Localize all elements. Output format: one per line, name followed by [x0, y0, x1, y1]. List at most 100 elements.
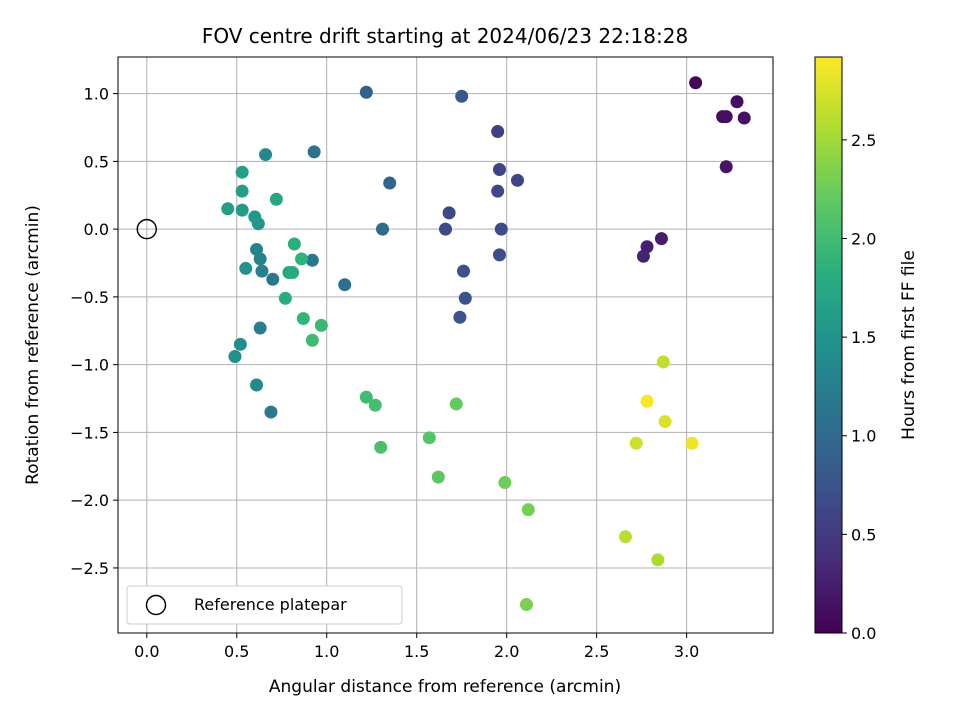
data-point	[519, 598, 533, 612]
y-tick-label: −2.5	[70, 559, 109, 578]
data-point	[255, 264, 269, 278]
legend-box	[126, 585, 403, 625]
data-point	[654, 232, 668, 246]
colorbar-tick-label: 0.5	[851, 525, 876, 544]
data-point	[359, 85, 373, 99]
data-point	[383, 176, 397, 190]
y-tick-label: −1.5	[70, 423, 109, 442]
data-point	[235, 165, 249, 179]
data-point	[719, 160, 733, 174]
y-tick-label: 1.0	[84, 85, 109, 104]
x-tick-label: 0.0	[134, 642, 159, 661]
legend-label: Reference platepar	[194, 595, 347, 614]
grid	[118, 57, 773, 633]
data-point	[264, 405, 278, 419]
colorbar-ticks: 0.0 0.5 1.0 1.5 2.0 2.5	[842, 131, 876, 643]
data-point	[431, 470, 445, 484]
data-point	[248, 210, 262, 224]
data-point	[455, 89, 469, 103]
data-point	[618, 530, 632, 544]
data-point	[296, 312, 310, 326]
data-point	[719, 110, 733, 124]
colorbar-label: Hours from first FF file	[899, 250, 919, 440]
data-point	[492, 162, 506, 176]
data-point	[498, 476, 512, 490]
y-tick-label: 0.0	[84, 220, 109, 239]
data-point	[640, 394, 654, 408]
data-point	[221, 202, 235, 216]
data-point	[235, 184, 249, 198]
legend-marker-icon	[145, 594, 167, 616]
y-tick-label: −2.0	[70, 491, 109, 510]
x-tick-label: 2.5	[584, 642, 609, 661]
colorbar-gradient	[814, 56, 843, 634]
reference-marker-layer	[136, 218, 157, 240]
data-point	[376, 222, 390, 236]
data-point	[233, 337, 247, 351]
data-point	[491, 125, 505, 139]
data-point	[314, 318, 328, 332]
scatter-points	[221, 76, 751, 612]
plot-frame	[117, 56, 774, 634]
data-point	[278, 291, 292, 305]
y-tick-label: 0.5	[84, 152, 109, 171]
legend: Reference platepar	[126, 585, 403, 625]
reference-platepar-marker	[136, 218, 157, 240]
colorbar-tick-label: 1.0	[851, 427, 876, 446]
data-point	[453, 310, 467, 324]
data-point	[442, 206, 456, 220]
data-point	[492, 248, 506, 262]
colorbar-tick-label: 1.5	[851, 328, 876, 347]
data-point	[286, 265, 300, 279]
x-tick-label: 2.0	[494, 642, 519, 661]
chart-title: FOV centre drift starting at 2024/06/23 …	[202, 24, 688, 48]
data-point	[250, 378, 264, 392]
data-point	[287, 237, 301, 251]
colorbar-tick-label: 0.0	[851, 624, 876, 643]
colorbar-tick-label: 2.0	[851, 229, 876, 248]
data-point	[235, 203, 249, 217]
data-point	[250, 242, 264, 256]
data-point	[651, 553, 665, 567]
data-point	[439, 222, 452, 236]
data-point	[521, 503, 535, 517]
data-point	[307, 145, 321, 159]
x-tick-label: 1.5	[404, 642, 429, 661]
data-point	[658, 415, 672, 429]
data-point	[338, 278, 352, 292]
y-tick-label: −1.0	[70, 356, 109, 375]
x-axis-ticks: 0.0 0.5 1.0 1.5 2.0 2.5 3.0	[134, 633, 699, 661]
data-point	[494, 222, 508, 236]
data-point	[458, 291, 472, 305]
x-tick-label: 0.5	[224, 642, 249, 661]
data-point	[305, 333, 319, 347]
data-point	[636, 249, 650, 263]
y-axis-label: Rotation from reference (arcmin)	[23, 205, 43, 485]
data-point	[253, 321, 267, 335]
data-point	[449, 397, 463, 411]
data-point	[374, 440, 388, 454]
data-point	[359, 390, 373, 404]
y-tick-label: −0.5	[70, 288, 109, 307]
data-point	[259, 148, 273, 162]
data-point	[266, 272, 280, 286]
data-point	[368, 398, 382, 412]
data-point	[730, 95, 744, 109]
data-point	[239, 261, 253, 275]
x-tick-label: 1.0	[314, 642, 339, 661]
data-point	[491, 184, 505, 198]
colorbar: 0.0 0.5 1.0 1.5 2.0 2.5 Hours from first FF f…	[814, 56, 919, 643]
data-point	[656, 355, 670, 369]
data-point	[685, 436, 699, 450]
data-point	[228, 350, 242, 364]
data-point	[510, 173, 524, 187]
data-point	[295, 252, 309, 266]
data-point	[456, 264, 470, 278]
y-axis-ticks: 1.0 0.5 0.0 −0.5 −1.0 −1.5 −2.0 −2.5	[70, 85, 118, 578]
data-point	[269, 192, 283, 206]
data-point	[422, 431, 436, 445]
x-axis-label: Angular distance from reference (arcmin)	[269, 677, 621, 697]
x-tick-label: 3.0	[674, 642, 699, 661]
data-point	[689, 76, 703, 90]
